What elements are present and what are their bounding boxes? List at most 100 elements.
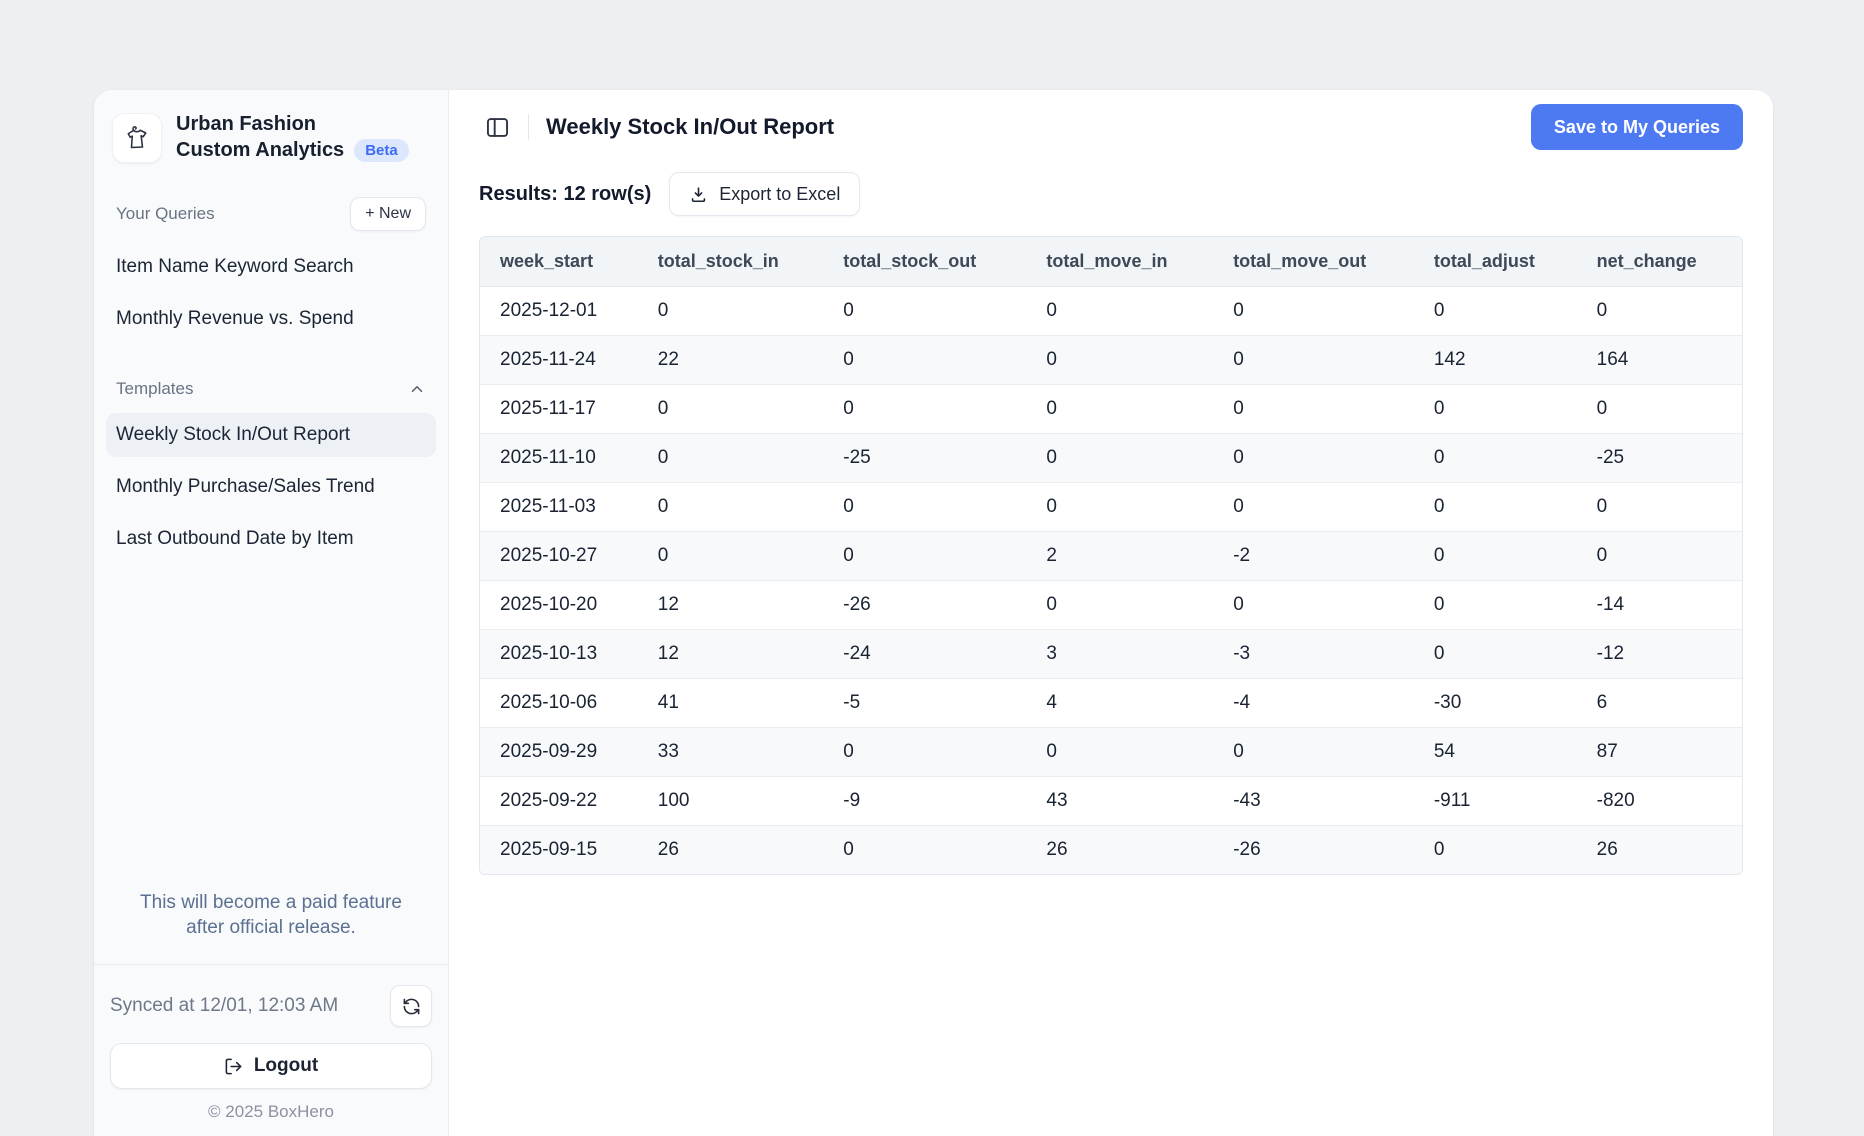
table-cell: 12 xyxy=(638,630,824,679)
synced-status: Synced at 12/01, 12:03 AM xyxy=(110,995,338,1017)
sidebar-template-item[interactable]: Monthly Purchase/Sales Trend xyxy=(106,465,436,509)
logout-label: Logout xyxy=(254,1055,318,1077)
export-to-excel-button[interactable]: Export to Excel xyxy=(669,172,860,216)
beta-badge: Beta xyxy=(354,139,409,162)
table-cell: -9 xyxy=(823,777,1026,826)
logout-icon xyxy=(224,1057,243,1076)
table-cell: 0 xyxy=(1026,728,1213,777)
table-cell: -43 xyxy=(1213,777,1414,826)
results-table-container: week_starttotal_stock_intotal_stock_outt… xyxy=(479,236,1743,875)
table-row: 2025-09-22100-943-43-911-820 xyxy=(480,777,1742,826)
queries-list: Item Name Keyword Search Monthly Revenue … xyxy=(106,245,436,349)
templates-label: Templates xyxy=(116,379,193,399)
table-cell: 2025-12-01 xyxy=(480,287,638,336)
table-cell: 2025-11-24 xyxy=(480,336,638,385)
sidebar-query-item[interactable]: Monthly Revenue vs. Spend xyxy=(106,297,436,341)
table-body: 2025-12-010000002025-11-2422000142164202… xyxy=(480,287,1742,875)
table-cell: -12 xyxy=(1577,630,1742,679)
table-cell: 0 xyxy=(1577,483,1742,532)
refresh-icon xyxy=(402,997,421,1016)
table-cell: 0 xyxy=(1026,581,1213,630)
table-cell: 0 xyxy=(638,385,824,434)
templates-header[interactable]: Templates xyxy=(106,375,436,403)
table-row: 2025-11-2422000142164 xyxy=(480,336,1742,385)
table-cell: 41 xyxy=(638,679,824,728)
new-query-button[interactable]: + New xyxy=(350,197,426,231)
column-header: net_change xyxy=(1577,237,1742,287)
table-cell: 0 xyxy=(823,483,1026,532)
table-cell: 0 xyxy=(1414,287,1577,336)
table-cell: 0 xyxy=(1213,581,1414,630)
table-cell: 0 xyxy=(1026,434,1213,483)
column-header: total_adjust xyxy=(1414,237,1577,287)
table-cell: 0 xyxy=(1577,287,1742,336)
table-cell: 0 xyxy=(638,434,824,483)
table-cell: -911 xyxy=(1414,777,1577,826)
table-cell: 2 xyxy=(1026,532,1213,581)
column-header: total_stock_out xyxy=(823,237,1026,287)
main-content: Weekly Stock In/Out Report Save to My Qu… xyxy=(449,90,1773,1136)
results-count: Results: 12 row(s) xyxy=(479,183,651,206)
results-row: Results: 12 row(s) Export to Excel xyxy=(479,172,1743,216)
sidebar: Urban Fashion Custom Analytics Beta Your… xyxy=(94,90,449,1136)
table-cell: 0 xyxy=(638,287,824,336)
table-cell: -4 xyxy=(1213,679,1414,728)
sidebar-template-item[interactable]: Last Outbound Date by Item xyxy=(106,517,436,561)
table-cell: -14 xyxy=(1577,581,1742,630)
table-row: 2025-10-27002-200 xyxy=(480,532,1742,581)
table-cell: 0 xyxy=(823,826,1026,875)
brand: Urban Fashion Custom Analytics Beta xyxy=(106,108,436,167)
table-cell: 0 xyxy=(1414,630,1577,679)
templates-list: Weekly Stock In/Out Report Monthly Purcha… xyxy=(106,413,436,569)
export-to-excel-label: Export to Excel xyxy=(719,184,840,205)
table-cell: 0 xyxy=(1414,581,1577,630)
table-cell: 0 xyxy=(1414,826,1577,875)
paid-feature-note: This will become a paid feature after of… xyxy=(110,890,432,940)
table-cell: 54 xyxy=(1414,728,1577,777)
copyright: © 2025 BoxHero xyxy=(110,1089,432,1130)
sidebar-toggle-button[interactable] xyxy=(479,109,515,145)
table-cell: 0 xyxy=(823,532,1026,581)
table-cell: 0 xyxy=(1414,483,1577,532)
table-cell: -3 xyxy=(1213,630,1414,679)
save-to-my-queries-button[interactable]: Save to My Queries xyxy=(1531,104,1743,150)
tshirt-icon xyxy=(122,123,152,153)
chevron-up-icon xyxy=(408,380,426,398)
table-cell: 0 xyxy=(1213,434,1414,483)
table-cell: 0 xyxy=(1026,483,1213,532)
table-row: 2025-11-03000000 xyxy=(480,483,1742,532)
table-row: 2025-10-1312-243-30-12 xyxy=(480,630,1742,679)
table-cell: 6 xyxy=(1577,679,1742,728)
table-cell: 2025-11-10 xyxy=(480,434,638,483)
table-cell: 2025-10-20 xyxy=(480,581,638,630)
table-cell: -26 xyxy=(823,581,1026,630)
logout-button[interactable]: Logout xyxy=(110,1043,432,1089)
your-queries-header: Your Queries + New xyxy=(106,193,436,235)
table-cell: 0 xyxy=(1213,336,1414,385)
brand-line1: Urban Fashion xyxy=(176,112,409,138)
table-cell: 26 xyxy=(1577,826,1742,875)
table-cell: 0 xyxy=(1213,385,1414,434)
table-row: 2025-10-0641-54-4-306 xyxy=(480,679,1742,728)
table-cell: 0 xyxy=(1213,287,1414,336)
sidebar-query-item[interactable]: Item Name Keyword Search xyxy=(106,245,436,289)
table-cell: -5 xyxy=(823,679,1026,728)
column-header: total_move_out xyxy=(1213,237,1414,287)
table-cell: 0 xyxy=(1213,483,1414,532)
table-cell: 0 xyxy=(1026,336,1213,385)
results-table: week_starttotal_stock_intotal_stock_outt… xyxy=(480,237,1742,874)
table-cell: 0 xyxy=(1414,532,1577,581)
table-head: week_starttotal_stock_intotal_stock_outt… xyxy=(480,237,1742,287)
table-cell: 26 xyxy=(1026,826,1213,875)
brand-text: Urban Fashion Custom Analytics Beta xyxy=(176,112,409,163)
sidebar-template-item[interactable]: Weekly Stock In/Out Report xyxy=(106,413,436,457)
table-cell: 2025-09-29 xyxy=(480,728,638,777)
table-cell: 22 xyxy=(638,336,824,385)
table-cell: 0 xyxy=(1026,287,1213,336)
table-cell: 0 xyxy=(823,287,1026,336)
refresh-button[interactable] xyxy=(390,985,432,1027)
table-cell: 0 xyxy=(1577,385,1742,434)
table-cell: 2025-10-27 xyxy=(480,532,638,581)
main-header: Weekly Stock In/Out Report Save to My Qu… xyxy=(479,102,1743,152)
table-cell: 12 xyxy=(638,581,824,630)
